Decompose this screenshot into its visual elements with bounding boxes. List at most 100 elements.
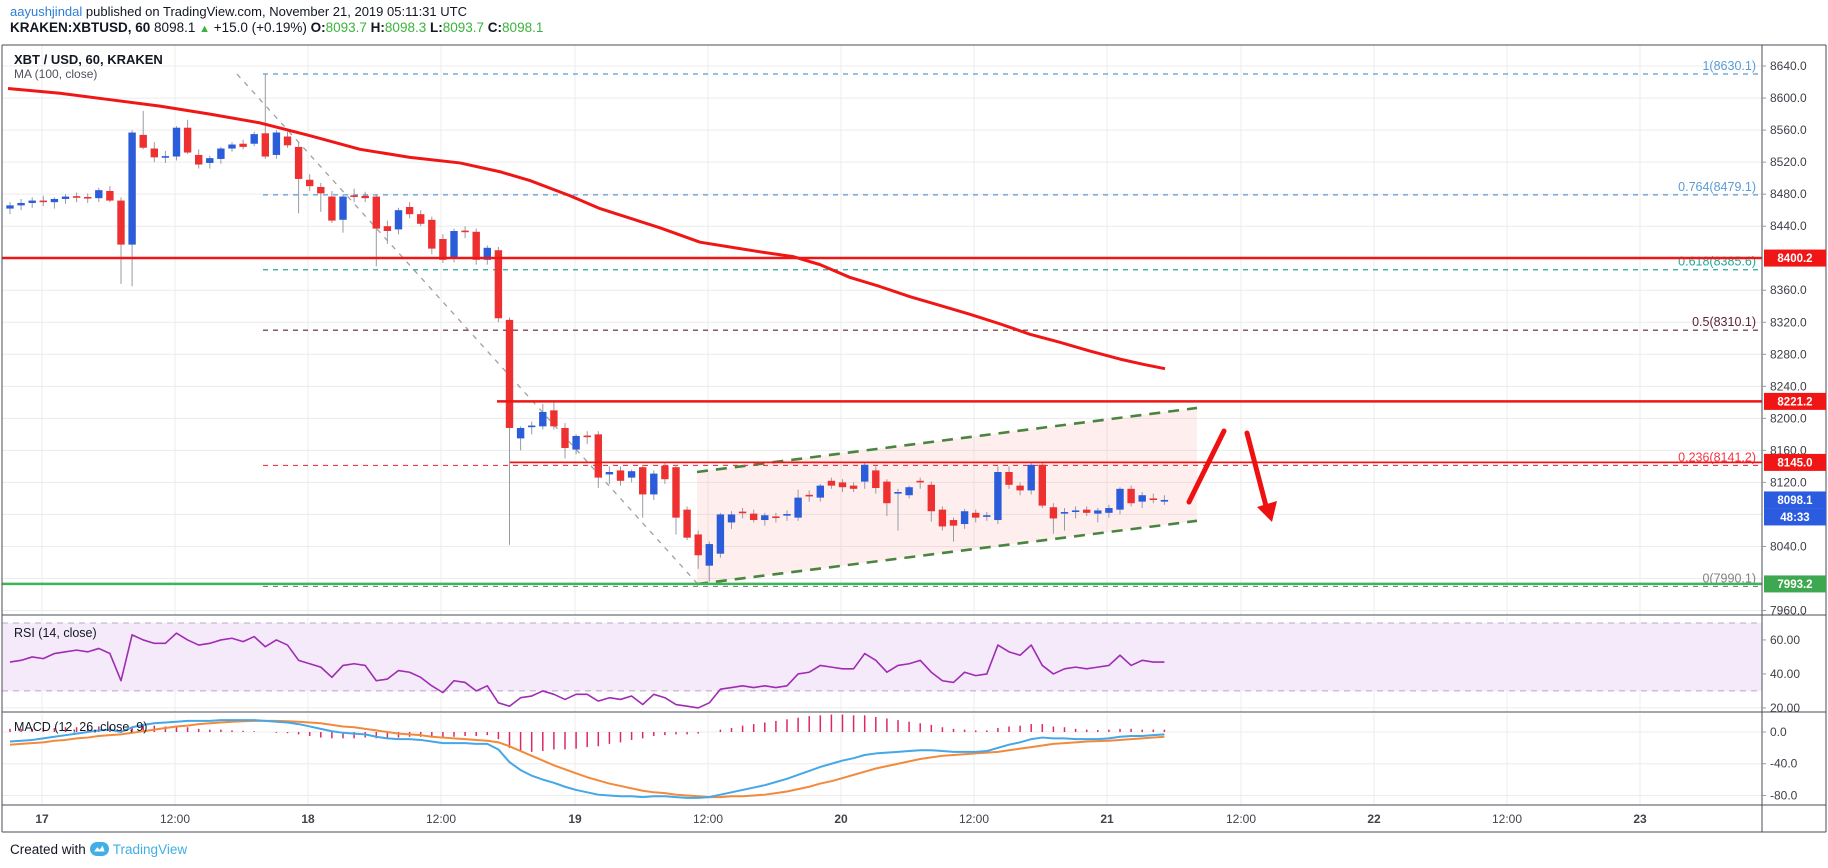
- price-axis-label: 8600.0: [1770, 91, 1807, 105]
- candle-body: [450, 230, 458, 260]
- open-value: 8093.7: [325, 20, 367, 35]
- candle-body: [994, 471, 1002, 521]
- candle-body: [217, 148, 225, 159]
- candle-body: [516, 427, 525, 439]
- candle-body: [783, 514, 791, 516]
- price-axis-label: 8480.0: [1770, 187, 1807, 201]
- price-axis-label: 8040.0: [1770, 539, 1807, 553]
- candle-body: [972, 512, 980, 518]
- tradingview-brand-link[interactable]: TradingView: [112, 841, 188, 857]
- fib-level-label: 1(8630.1): [1702, 59, 1756, 73]
- candle-body: [439, 239, 447, 260]
- price-tags: 8400.2 8221.2 8145.0 8098.1 48:33 7993.2: [1764, 249, 1826, 593]
- author-link[interactable]: aayushjindal: [10, 4, 83, 19]
- price-axis-label: 8320.0: [1770, 315, 1807, 329]
- candle-body: [1094, 510, 1102, 514]
- candle-body: [328, 196, 336, 221]
- candle-body: [6, 205, 14, 209]
- candle-body: [539, 411, 547, 427]
- candle-body: [983, 515, 991, 517]
- candle-body: [905, 487, 913, 496]
- fib-level-label: 0.236(8141.2): [1678, 450, 1756, 464]
- downtrend-line-drawing: [236, 73, 701, 587]
- candle-body: [772, 516, 780, 519]
- rsi-line: [9, 632, 1165, 709]
- candle-body: [727, 514, 736, 523]
- candle-body: [1071, 510, 1080, 513]
- macd-series: [9, 714, 1166, 799]
- arrow-up-stroke: [1186, 428, 1227, 505]
- price-tag-text: 8400.2: [1777, 253, 1812, 265]
- candle-body: [28, 200, 36, 203]
- time-axis-label: 12:00: [1492, 812, 1522, 826]
- candle-body: [161, 156, 170, 158]
- price-axis-label: 8280.0: [1770, 347, 1807, 361]
- candle-body: [528, 425, 536, 428]
- candle-body: [627, 471, 636, 478]
- price-axis-label: -40.0: [1770, 757, 1798, 771]
- candle-body: [550, 410, 558, 427]
- symbol-info-bar: KRAKEN:XBTUSD, 60 8098.1 ▲ +15.0 (+0.19%…: [10, 20, 543, 35]
- candle-body: [1027, 464, 1035, 491]
- candle-body: [139, 134, 147, 148]
- horizontal-level-lines: [2, 256, 1762, 586]
- price-tag-text: 8098.1: [1777, 495, 1813, 507]
- candle-body: [117, 200, 125, 245]
- price-tag: [1764, 249, 1826, 267]
- candle-body: [150, 148, 158, 158]
- price-tag: [1764, 491, 1826, 509]
- candle-body: [39, 200, 47, 203]
- candle-body: [605, 471, 614, 475]
- time-axis-label: 12:00: [959, 812, 989, 826]
- candle-body: [361, 195, 369, 199]
- price-axis-label: 60.00: [1770, 633, 1800, 647]
- candle-body: [339, 196, 347, 220]
- price-tag: [1764, 508, 1826, 526]
- candle-body: [405, 206, 414, 215]
- ma-100-line: [7, 86, 1166, 371]
- price-axis: 8640.0 8600.0 8560.0 8520.0 8480.0 8440.0 8360…: [1762, 59, 1807, 802]
- price-axis-label: 8440.0: [1770, 219, 1807, 233]
- candle-body: [1060, 512, 1069, 514]
- rsi-band: [2, 622, 1762, 692]
- candle-body: [1149, 498, 1157, 501]
- fib-retracement: 1(8630.1)0.764(8479.1)0.618(8385.6)0.5(8…: [263, 59, 1762, 588]
- price-axis-label: 8560.0: [1770, 123, 1807, 137]
- candle-body: [494, 250, 503, 319]
- candle-body: [1049, 507, 1058, 519]
- candle-body: [228, 144, 236, 149]
- candle-body: [761, 515, 769, 521]
- candle-body: [84, 196, 92, 199]
- publish-header: aayushjindal published on TradingView.co…: [10, 3, 467, 20]
- candle-body: [239, 143, 247, 147]
- candle-body: [960, 511, 969, 525]
- candle-body: [50, 198, 59, 203]
- macd-signal-line: [9, 719, 1165, 799]
- candle-body: [1105, 508, 1113, 513]
- price-change: +15.0 (+0.19%): [213, 20, 307, 35]
- candle-body: [705, 544, 713, 566]
- candle-body: [95, 190, 103, 199]
- candle-body: [283, 136, 292, 146]
- candle-body: [572, 435, 580, 450]
- time-axis-label: 21: [1100, 812, 1114, 826]
- candle-body: [294, 146, 303, 179]
- candle-body: [206, 158, 214, 163]
- candle-body: [716, 514, 725, 554]
- candle-body: [661, 465, 669, 480]
- price-axis-label: 20.00: [1770, 701, 1800, 715]
- candle-body: [738, 511, 747, 514]
- candle-body: [1038, 464, 1046, 506]
- publish-info: published on TradingView.com, November 2…: [82, 4, 467, 19]
- candle-body: [849, 485, 858, 489]
- close-value: 8098.1: [502, 20, 544, 35]
- candle-body: [172, 127, 181, 157]
- arrow-head: [1257, 501, 1277, 522]
- created-with-text: Created with: [10, 841, 86, 857]
- last-price: 8098.1: [154, 20, 196, 35]
- candle-body: [1005, 471, 1013, 485]
- time-axis-label: 22: [1367, 812, 1381, 826]
- low-value: 8093.7: [442, 20, 485, 35]
